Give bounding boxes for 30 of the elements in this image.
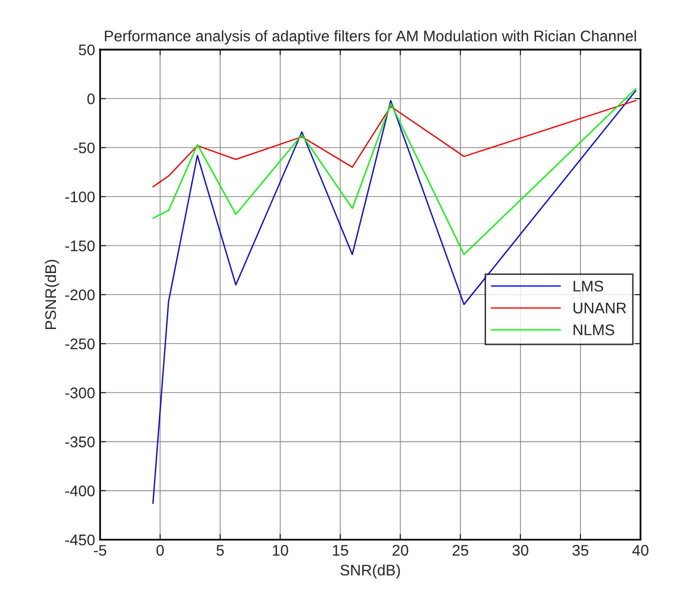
y-tick-label: -200 (65, 290, 95, 300)
line-series (152, 90, 636, 504)
y-tick-label: -350 (65, 436, 95, 448)
x-tick-label: 40 (632, 544, 648, 556)
legend-label: UNANR (574, 302, 626, 314)
legend-label: LMS (574, 280, 604, 292)
x-tick-label: 30 (512, 544, 528, 556)
y-tick-label: -150 (65, 240, 95, 252)
x-tick-label: 5 (216, 545, 224, 556)
x-tick-label: 25 (452, 544, 468, 556)
legend-label: NLMS (574, 324, 614, 336)
x-tick-label: 35 (572, 544, 588, 556)
y-tick-label: -400 (65, 486, 95, 496)
x-tick-label: 0 (156, 544, 164, 556)
y-tick-label: -250 (65, 338, 95, 350)
chart-title: Performance analysis of adaptive filters for AM Modulation with Rician Channel (104, 30, 636, 44)
x-tick-label: 15 (332, 545, 348, 556)
y-tick-label: 50 (78, 44, 95, 56)
line-series (152, 88, 636, 256)
x-tick-label: 20 (392, 544, 408, 556)
y-tick-label: -50 (74, 142, 95, 154)
y-tick-label: -450 (65, 534, 95, 546)
line-series (152, 100, 636, 188)
x-tick-label: -5 (94, 545, 106, 556)
y-axis-title: PSNR(dB) (44, 260, 60, 330)
x-axis-title: SNR(dB) (340, 564, 400, 579)
y-tick-label: -100 (65, 191, 95, 202)
y-tick-label: 0 (87, 93, 95, 104)
y-tick-label: -300 (65, 388, 95, 398)
x-tick-label: 10 (272, 544, 288, 556)
